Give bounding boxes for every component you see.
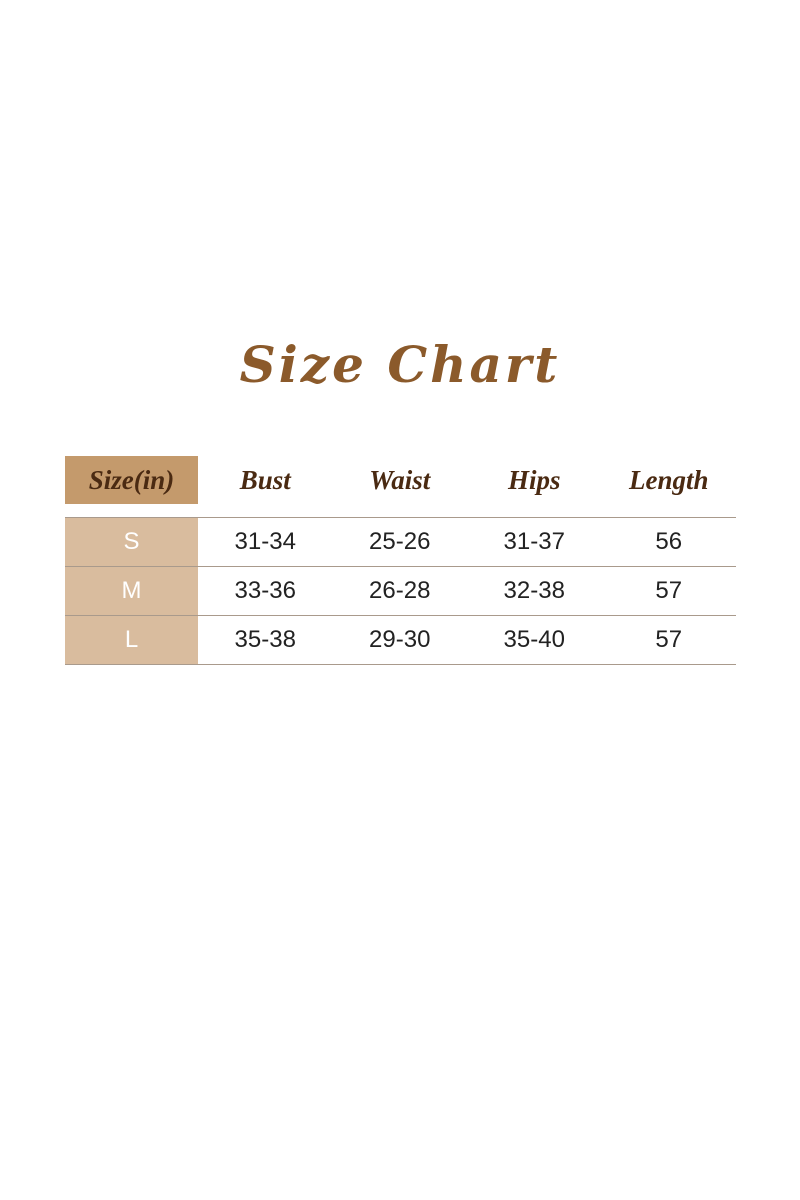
cell-waist: 25-26 xyxy=(369,528,431,555)
cell-length: 57 xyxy=(655,626,683,653)
table-header: Size(in) Bust Waist Hips Length xyxy=(65,456,736,504)
cell-bust: 31-34 xyxy=(234,528,296,555)
cell-size: S xyxy=(65,518,198,566)
header-size: Size(in) xyxy=(65,456,198,504)
header-length: Length xyxy=(628,464,709,495)
cell-waist: 29-30 xyxy=(369,626,431,653)
cell-size: L xyxy=(65,616,198,664)
cell-length: 57 xyxy=(655,577,683,604)
header-hips: Hips xyxy=(507,464,561,495)
cell-size: M xyxy=(65,567,198,615)
header-bust: Bust xyxy=(239,464,291,495)
cell-hips: 31-37 xyxy=(503,528,565,555)
cell-hips: 32-38 xyxy=(503,577,565,604)
cell-hips: 35-40 xyxy=(503,626,565,653)
cell-bust: 35-38 xyxy=(234,626,296,653)
page-title: Size Chart xyxy=(239,335,561,394)
table-row: S 31-34 25-26 31-37 56 xyxy=(65,517,736,566)
cell-waist: 26-28 xyxy=(369,577,431,604)
table-row: M 33-36 26-28 32-38 57 xyxy=(65,566,736,615)
cell-length: 56 xyxy=(655,528,683,555)
size-table: Size(in) Bust Waist Hips Length S 31-34 … xyxy=(65,456,736,665)
cell-bust: 33-36 xyxy=(234,577,296,604)
table-body: S 31-34 25-26 31-37 56 M 33-36 26-28 32-… xyxy=(65,517,736,665)
header-waist: Waist xyxy=(369,464,431,495)
table-row: L 35-38 29-30 35-40 57 xyxy=(65,615,736,665)
